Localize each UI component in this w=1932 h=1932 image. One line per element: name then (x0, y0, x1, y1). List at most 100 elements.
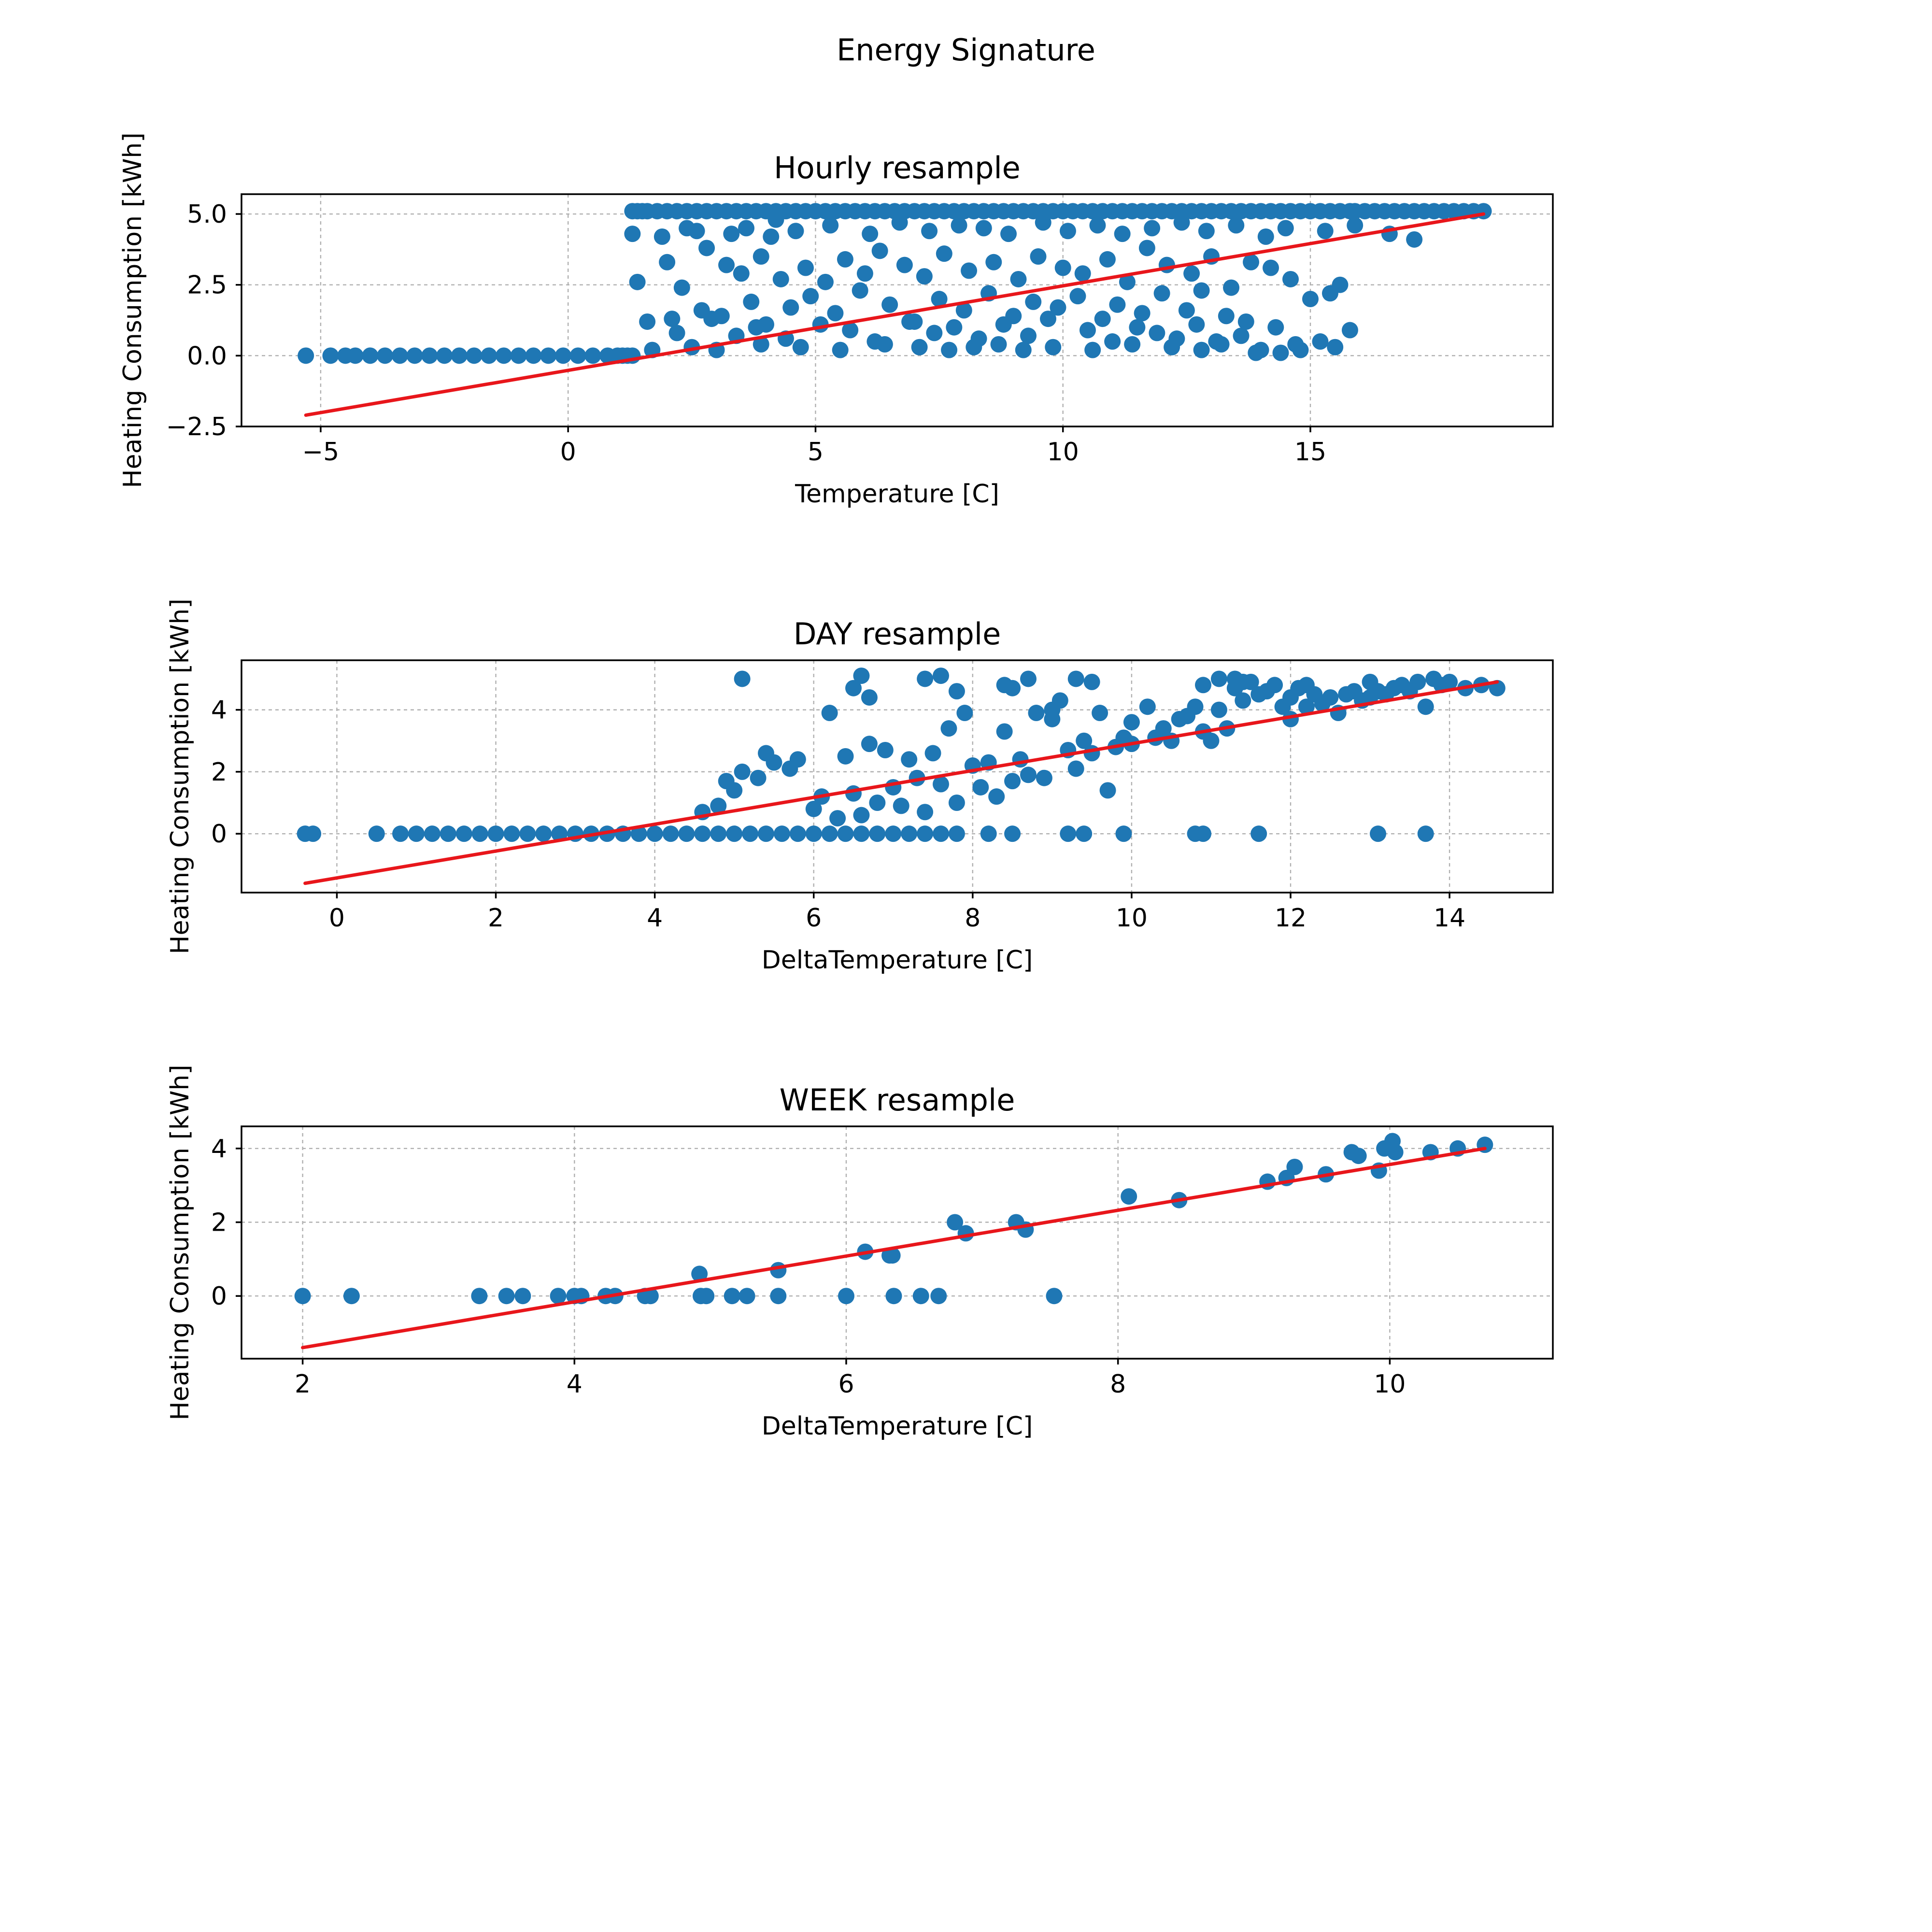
scatter-point (856, 265, 873, 282)
scatter-point (1417, 825, 1434, 842)
scatter-point (933, 776, 949, 793)
x-tick-label: 8 (1110, 1370, 1126, 1399)
scatter-point (1015, 341, 1032, 358)
scatter-point (1092, 705, 1108, 722)
scatter-point (1069, 288, 1086, 305)
scatter-point (710, 797, 727, 814)
axes-frame (241, 659, 1554, 894)
scatter-point (827, 305, 844, 322)
subplot-title: DAY resample (794, 616, 1001, 652)
x-tick-label: 6 (806, 904, 822, 933)
scatter-point (1257, 228, 1274, 245)
scatter-point (664, 311, 681, 327)
axes-frame (241, 1125, 1554, 1360)
scatter-point (980, 825, 997, 842)
scatter-point (659, 254, 676, 270)
scatter-point (789, 825, 806, 842)
scatter-point (1164, 339, 1180, 355)
scatter-point (1004, 773, 1021, 790)
scatter-point (948, 825, 965, 842)
scatter-point (377, 347, 394, 364)
scatter-point (753, 248, 769, 265)
scatter-point (805, 800, 822, 817)
scatter-point (789, 751, 806, 768)
scatter-point (861, 689, 878, 706)
scatter-point (750, 769, 767, 786)
scatter-point (1067, 670, 1084, 687)
scatter-point (1155, 720, 1172, 737)
scatter-point (748, 319, 765, 336)
scatter-point (1286, 1158, 1303, 1175)
scatter-point (525, 347, 542, 364)
scatter-point (947, 1214, 964, 1231)
scatter-point (1104, 333, 1121, 350)
scatter-point (535, 825, 552, 842)
scatter-point (1183, 265, 1200, 282)
scatter-point (726, 825, 743, 842)
scatter-point (1341, 322, 1358, 339)
scatter-point (1138, 240, 1155, 256)
scatter-point (861, 736, 878, 753)
scatter-point (1020, 327, 1037, 344)
y-tick-label: 2 (211, 1208, 227, 1237)
scatter-point (639, 313, 656, 330)
scatter-point (1084, 341, 1101, 358)
scatter-point (724, 1288, 740, 1305)
scatter-point (797, 259, 814, 276)
scatter-point (1004, 680, 1021, 696)
scatter-point (1213, 336, 1230, 353)
scatter-point (1441, 673, 1458, 690)
scatter-point (1083, 673, 1100, 690)
scatter-point (298, 347, 314, 364)
scatter-point (948, 683, 965, 700)
scatter-point (837, 825, 854, 842)
scatter-point (812, 316, 829, 333)
scatter-point (718, 256, 735, 273)
scatter-point (1223, 279, 1240, 296)
scatter-point (1124, 336, 1141, 353)
scatter-point (885, 825, 902, 842)
scatter-point (763, 228, 780, 245)
scatter-point (1028, 705, 1045, 722)
scatter-point (770, 1288, 787, 1305)
scatter-point (995, 316, 1012, 333)
x-tick-label: −5 (302, 438, 340, 467)
scatter-point (662, 825, 679, 842)
scatter-point (629, 273, 646, 290)
x-tick-label: 4 (647, 904, 663, 933)
scatter-point (540, 347, 557, 364)
x-tick-label: 0 (560, 438, 576, 467)
scatter-point (1074, 265, 1091, 282)
scatter-point (936, 245, 952, 262)
subplot-title: WEEK resample (780, 1082, 1015, 1118)
scatter-point (1036, 769, 1052, 786)
scatter-point (1060, 825, 1077, 842)
y-axis-label: Heating Consumption [kWh] (166, 1065, 195, 1420)
y-tick-label: 2 (211, 758, 227, 787)
scatter-point (584, 347, 601, 364)
scatter-point (956, 705, 973, 722)
scatter-point (362, 347, 379, 364)
scatter-point (1076, 825, 1093, 842)
scatter-point (946, 319, 963, 336)
scatter-point (1235, 673, 1251, 690)
scatter-point (406, 347, 423, 364)
scatter-point (877, 741, 894, 758)
y-tick-label: 4 (211, 696, 227, 725)
scatter-point (975, 220, 992, 237)
scatter-point (941, 341, 958, 358)
scatter-point (688, 223, 705, 240)
grid-lines (242, 1126, 1553, 1359)
scatter-point (1178, 302, 1195, 319)
scatter-point (1153, 285, 1170, 302)
scatter-point (739, 1288, 755, 1305)
subplot-2: 0 2 4 6 8 10 12 14 0 2 4 DAY resample DeltaTemperatu… (166, 598, 1554, 975)
scatter-point (933, 668, 949, 684)
scatter-point (766, 754, 782, 771)
scatter-point (1243, 254, 1260, 270)
scatter-point (1134, 305, 1151, 322)
scatter-point (1210, 701, 1227, 718)
scatter-point (1099, 251, 1116, 268)
scatter-point (792, 339, 809, 355)
scatter-point (901, 751, 918, 768)
